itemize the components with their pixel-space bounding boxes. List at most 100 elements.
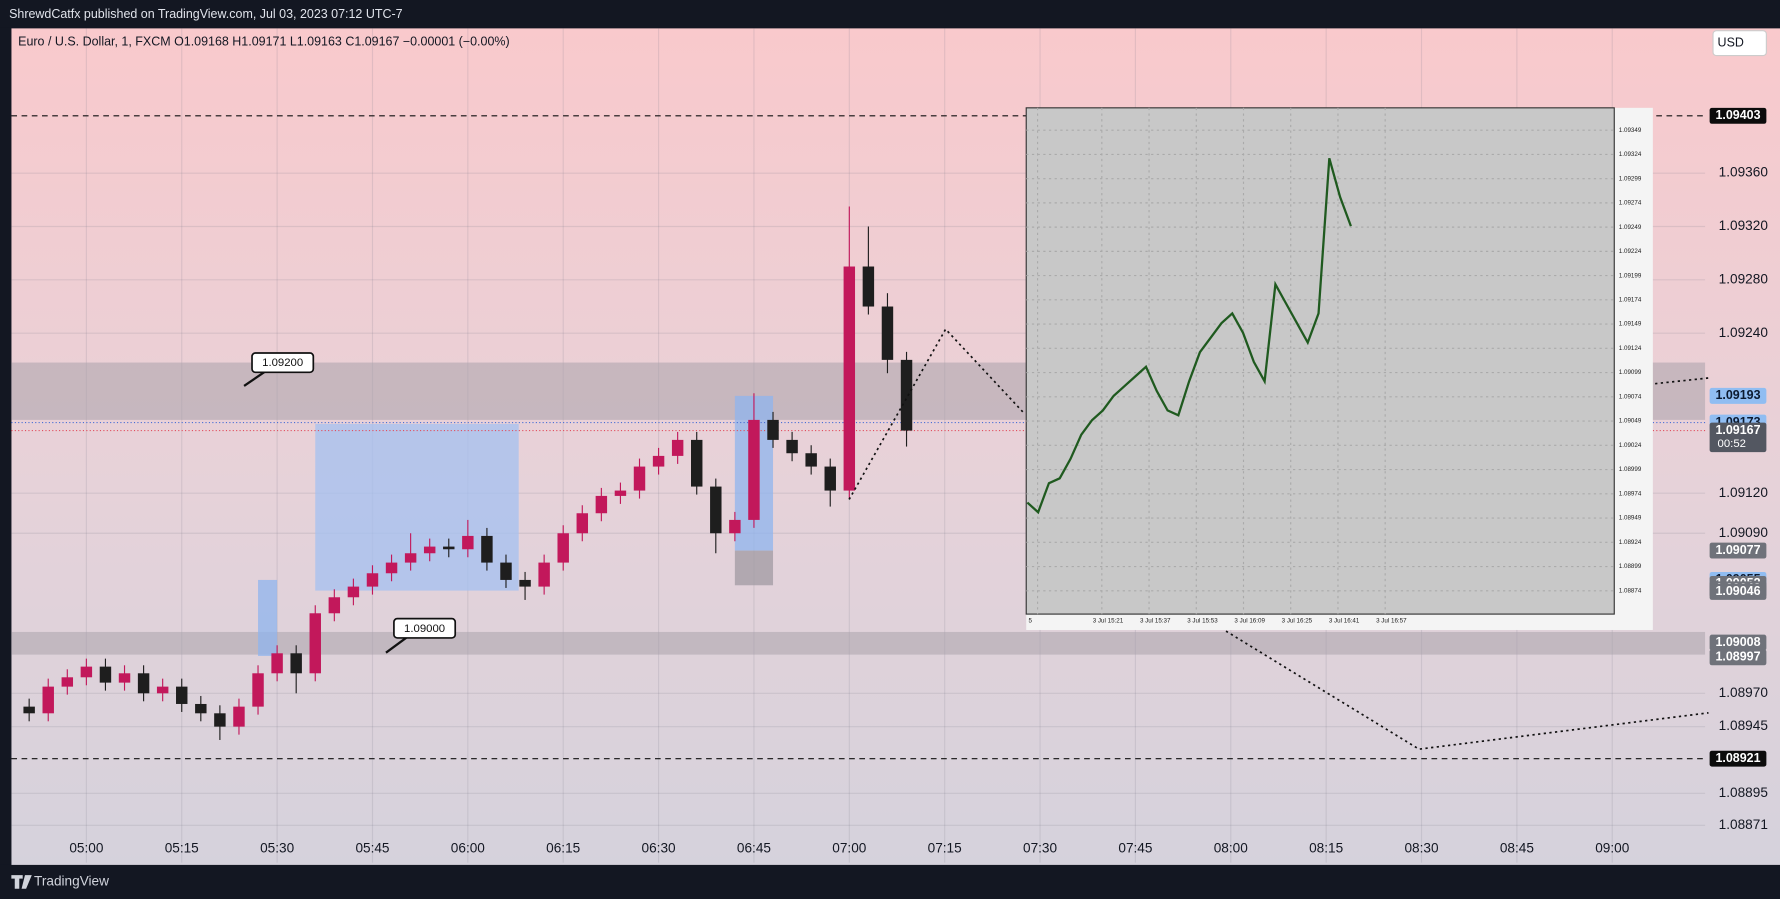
candle-body	[538, 562, 550, 587]
inset-y-label: 1.08924	[1619, 539, 1642, 546]
candle-body	[347, 586, 360, 598]
x-tick-label: 05:15	[165, 841, 199, 856]
candle-body	[881, 306, 894, 360]
x-tick-label: 06:00	[451, 841, 485, 856]
candle-body	[805, 453, 817, 467]
x-tick-label: 07:30	[1023, 841, 1057, 856]
candle-body	[252, 673, 264, 707]
candle-body	[557, 533, 569, 563]
candle-body	[671, 439, 684, 456]
candle-body	[118, 673, 131, 683]
candle-body	[519, 579, 531, 587]
zone-box	[258, 579, 278, 656]
candle-body	[443, 546, 455, 550]
x-tick-label: 09:00	[1595, 841, 1629, 856]
candle-body	[233, 706, 245, 727]
candle-body	[271, 653, 283, 674]
inset-y-label: 1.08949	[1619, 515, 1642, 522]
top-bar	[0, 0, 1780, 28]
candle-body	[404, 553, 417, 563]
x-tick-label: 05:00	[69, 841, 103, 856]
y-tick-label: 1.09240	[1719, 325, 1769, 340]
price-label: 1.09008	[1715, 635, 1760, 649]
candle-body	[23, 706, 35, 714]
x-tick-label: 07:45	[1118, 841, 1152, 856]
currency: USD	[1718, 35, 1744, 49]
callout-label: 1.09200	[262, 357, 303, 369]
candle-body	[729, 519, 741, 534]
currency-box[interactable]	[1712, 30, 1767, 57]
candle-body	[61, 677, 74, 687]
x-tick-label: 07:15	[928, 841, 962, 856]
candle-body	[748, 419, 760, 520]
candle-body	[595, 495, 608, 514]
projection	[848, 327, 1709, 751]
inset-x-label: 3 Jul 15:37	[1140, 618, 1171, 625]
candle-body	[195, 703, 207, 714]
inset-y-label: 1.09099	[1619, 369, 1642, 376]
zone-box	[315, 423, 519, 591]
inset-y-label: 1.08874	[1619, 587, 1642, 594]
candle-body	[500, 562, 512, 580]
inset-y-label: 1.09049	[1619, 418, 1642, 425]
candle-body	[710, 486, 722, 534]
candle-body	[824, 466, 836, 491]
x-tick-label: 07:00	[832, 841, 866, 856]
inset-y-label: 1.09299	[1619, 175, 1642, 182]
inset-y-label: 1.09149	[1619, 321, 1642, 328]
price-label: 1.09193	[1715, 388, 1760, 402]
x-tick-label: 05:30	[260, 841, 294, 856]
x-tick-label: 06:30	[642, 841, 676, 856]
price-label: 1.09167	[1715, 423, 1760, 437]
inset-x-label: 3 Jul 16:57	[1376, 618, 1407, 625]
inset-y-label: 1.08999	[1619, 466, 1642, 473]
x-tick-label: 06:45	[737, 841, 771, 856]
x-tick-label: 08:30	[1404, 841, 1438, 856]
y-tick-label: 1.08970	[1719, 685, 1769, 700]
zone-box	[734, 550, 774, 586]
inset-y-label: 1.09324	[1619, 151, 1642, 158]
projection-line	[1225, 630, 1709, 751]
candle-body	[614, 490, 627, 496]
candle-body	[862, 266, 875, 307]
candle-body	[900, 359, 913, 431]
inset-y-label: 1.09349	[1619, 127, 1642, 134]
candle-body	[652, 455, 665, 467]
price-label-box	[1709, 634, 1767, 651]
candle-body	[423, 546, 436, 554]
price-label-box	[1709, 387, 1767, 404]
countdown: 00:52	[1718, 438, 1746, 450]
brand: TradingView	[34, 874, 109, 889]
price-label-box	[1709, 422, 1767, 453]
price-label: 1.09403	[1715, 108, 1760, 122]
y-tick-label: 1.09120	[1719, 485, 1769, 500]
inset-y-label: 1.09174	[1619, 297, 1642, 304]
candle-body	[42, 686, 54, 714]
candle-body	[156, 686, 169, 694]
inset-y-label: 1.09274	[1619, 200, 1642, 207]
x-tick-label: 08:15	[1309, 841, 1343, 856]
inset-y-label: 1.08899	[1619, 563, 1642, 570]
candle-body	[691, 439, 703, 487]
y-tick-label: 1.08895	[1719, 785, 1768, 800]
inset-y-label: 1.09074	[1619, 393, 1642, 400]
inset-price-line	[1026, 157, 1352, 515]
price-label-box	[1709, 583, 1767, 600]
y-tick-label: 1.09280	[1719, 271, 1769, 286]
logo	[11, 875, 32, 889]
price-label-box	[1709, 750, 1767, 767]
left-border	[0, 27, 12, 865]
callout-pointer	[385, 635, 409, 654]
candle-body	[328, 597, 341, 614]
candle-body	[137, 673, 150, 694]
inset-y-label: 1.09249	[1619, 224, 1642, 231]
candle-body	[462, 535, 474, 550]
price-label: 1.08997	[1715, 650, 1760, 664]
price-label-box	[1709, 107, 1767, 124]
y-tick-label: 1.08871	[1719, 817, 1768, 832]
inset-x-label: 3 Jul 16:25	[1282, 618, 1313, 625]
candle-body	[80, 666, 93, 678]
candle-body	[481, 535, 493, 563]
